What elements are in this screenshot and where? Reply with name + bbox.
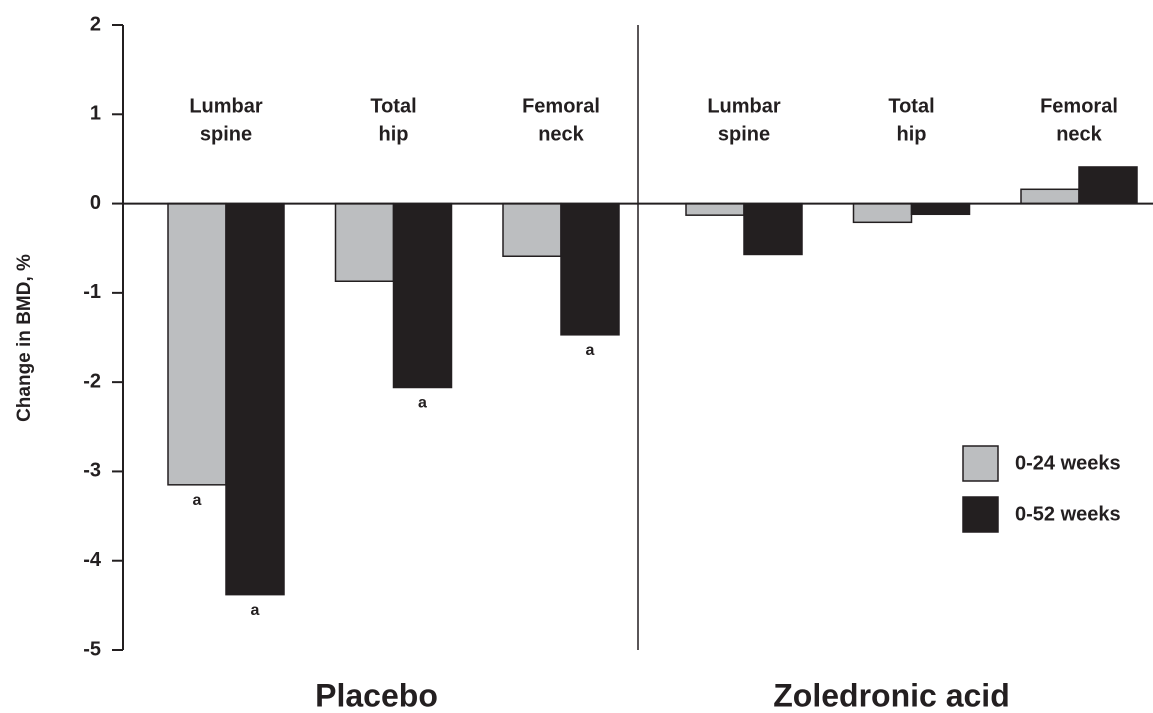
y-tick-label: -4 — [83, 549, 102, 571]
bar — [502, 202, 562, 257]
category-label: Lumbar — [707, 95, 781, 117]
bar — [910, 202, 971, 216]
y-tick-label: 2 — [90, 13, 101, 35]
significance-label: a — [586, 342, 595, 359]
category-label: neck — [1056, 123, 1102, 145]
category-label: Femoral — [522, 95, 600, 117]
significance-label: a — [251, 602, 260, 619]
y-axis-label: Change in BMD, % — [14, 254, 35, 422]
category-label: Lumbar — [189, 95, 263, 117]
category-label: hip — [379, 123, 409, 145]
y-tick-label: -3 — [83, 460, 101, 482]
category-label: Total — [370, 95, 416, 117]
y-tick-label: 0 — [90, 192, 101, 214]
bar — [167, 202, 227, 486]
bar — [852, 202, 913, 224]
bar — [392, 202, 453, 389]
y-tick-label: -1 — [83, 281, 101, 303]
category-label: Femoral — [1040, 95, 1118, 117]
y-tick-label: -5 — [83, 638, 101, 660]
y-tick-label: -2 — [83, 370, 101, 392]
category-label: neck — [538, 123, 584, 145]
panel-title: Zoledronic acid — [773, 677, 1009, 713]
category-label: Total — [888, 95, 934, 117]
legend-swatch — [962, 445, 999, 482]
significance-label: a — [193, 492, 202, 509]
bar — [743, 202, 803, 256]
legend-swatch — [962, 496, 999, 533]
category-label: spine — [200, 123, 252, 145]
category-label: spine — [718, 123, 770, 145]
category-label: hip — [897, 123, 927, 145]
bar — [334, 202, 395, 282]
bar — [225, 202, 285, 596]
y-tick-label: 1 — [90, 103, 101, 125]
bar — [1078, 166, 1138, 205]
bar — [685, 202, 745, 216]
bar — [1020, 188, 1080, 205]
bar — [560, 202, 620, 336]
significance-label: a — [418, 395, 427, 412]
legend-label: 0-24 weeks — [1015, 452, 1121, 474]
panel-title: Placebo — [315, 677, 438, 713]
legend-label: 0-52 weeks — [1015, 503, 1121, 525]
